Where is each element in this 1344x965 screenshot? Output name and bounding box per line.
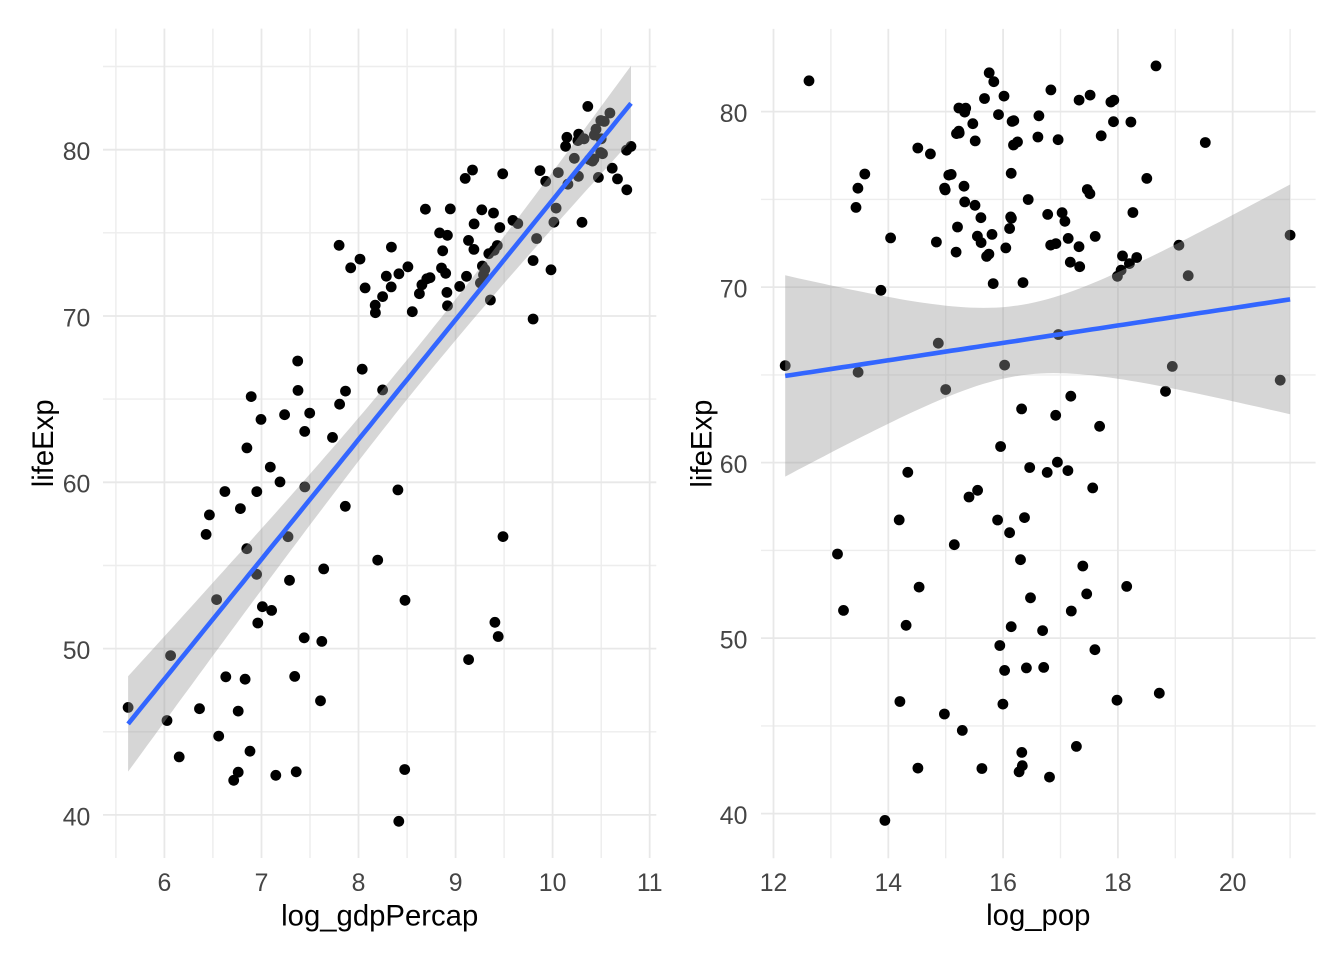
svg-text:20: 20 bbox=[1219, 870, 1247, 897]
svg-text:70: 70 bbox=[63, 305, 91, 332]
svg-text:18: 18 bbox=[1104, 870, 1132, 897]
svg-text:80: 80 bbox=[63, 139, 91, 166]
svg-text:11: 11 bbox=[637, 870, 663, 897]
svg-text:9: 9 bbox=[449, 870, 463, 897]
svg-text:8: 8 bbox=[352, 870, 366, 897]
svg-text:60: 60 bbox=[720, 452, 748, 479]
svg-text:70: 70 bbox=[720, 277, 748, 304]
svg-text:40: 40 bbox=[63, 804, 91, 831]
svg-text:80: 80 bbox=[720, 101, 748, 128]
svg-text:6: 6 bbox=[158, 870, 172, 897]
svg-text:50: 50 bbox=[63, 638, 91, 665]
svg-text:10: 10 bbox=[539, 870, 567, 897]
svg-text:12: 12 bbox=[760, 870, 788, 897]
svg-text:14: 14 bbox=[875, 870, 903, 897]
svg-text:7: 7 bbox=[255, 870, 269, 897]
svg-text:60: 60 bbox=[63, 472, 91, 499]
svg-text:lifeExp: lifeExp bbox=[27, 399, 60, 487]
svg-text:50: 50 bbox=[720, 628, 748, 655]
svg-text:lifeExp: lifeExp bbox=[685, 400, 718, 488]
svg-text:log_gdpPercap: log_gdpPercap bbox=[281, 900, 478, 933]
svg-text:40: 40 bbox=[720, 803, 748, 830]
svg-text:16: 16 bbox=[989, 870, 1017, 897]
svg-text:log_pop: log_pop bbox=[986, 899, 1090, 932]
